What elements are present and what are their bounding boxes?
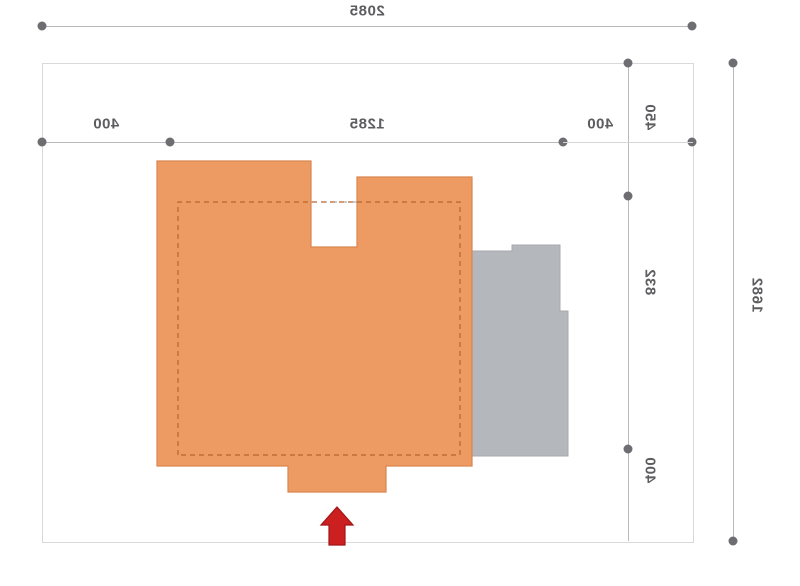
overall-width-dim-dot-left bbox=[37, 21, 47, 31]
top-chain-dim-dot-1 bbox=[165, 137, 175, 147]
overall-width-dim-dot-right bbox=[687, 21, 697, 31]
top-chain-dim-dot-0 bbox=[37, 137, 47, 147]
overall-depth-dim-dot-bottom bbox=[728, 536, 738, 546]
overall-width-dimension-line bbox=[42, 26, 692, 27]
right-chain-dim-dot-2 bbox=[623, 444, 633, 454]
overall-depth-dimension-line bbox=[733, 63, 734, 541]
right-chain-dim-dot-1 bbox=[623, 191, 633, 201]
top-chain-dimension-line bbox=[42, 142, 692, 143]
right-chain-extension-line bbox=[563, 142, 693, 143]
right-chain-dimension-line bbox=[628, 63, 629, 541]
overall-depth-dim-dot-top bbox=[728, 58, 738, 68]
right-chain-dim-dot-0 bbox=[623, 58, 633, 68]
plot-boundary bbox=[42, 63, 694, 543]
